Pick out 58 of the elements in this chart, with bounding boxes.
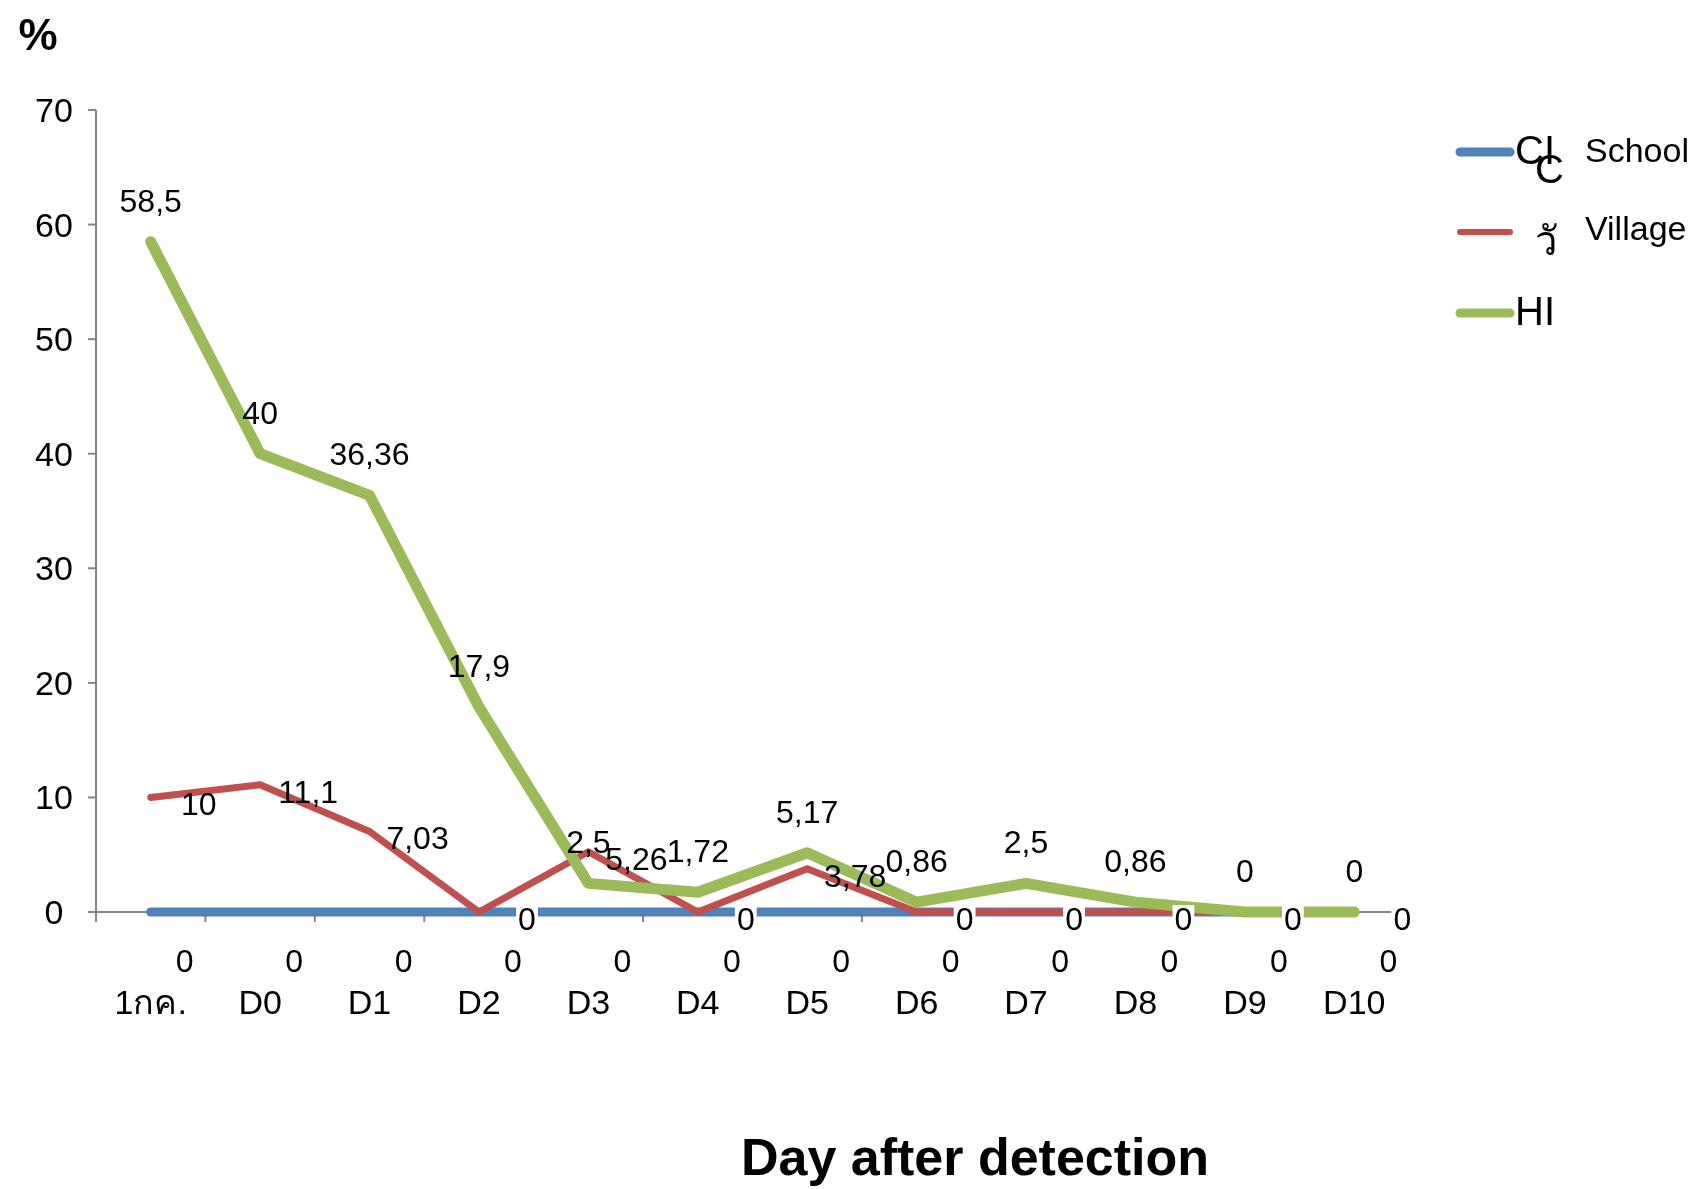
data-label: 0 xyxy=(1393,901,1412,937)
data-label: 0 xyxy=(1065,901,1083,937)
x-tick-label: D0 xyxy=(238,983,282,1021)
data-label: 0,86 xyxy=(1104,843,1167,880)
data-label: 0 xyxy=(175,943,194,979)
data-label: 1,72 xyxy=(666,833,729,870)
x-tick-label: D2 xyxy=(457,983,501,1021)
y-tick-label: 10 xyxy=(35,778,73,817)
x-tick-label: D6 xyxy=(894,983,939,1021)
data-label: 5,17 xyxy=(776,793,839,830)
y-tick-label: 30 xyxy=(35,549,73,588)
y-tick-label: 0 xyxy=(44,893,64,931)
data-label: 3,78 xyxy=(824,857,887,894)
data-label: 0 xyxy=(518,901,536,937)
x-axis-title: Day after detection xyxy=(740,1128,1210,1186)
data-label: 0 xyxy=(394,943,413,979)
data-label: 10 xyxy=(180,786,217,823)
data-label: 0 xyxy=(1235,853,1254,889)
y-tick-label: 50 xyxy=(35,320,73,359)
data-label: 58,5 xyxy=(119,182,182,219)
data-label: 0 xyxy=(1345,853,1364,889)
data-label: 0 xyxy=(1051,943,1069,979)
x-tick-label: D1 xyxy=(347,983,392,1021)
x-tick-label: D9 xyxy=(1223,983,1267,1021)
data-label: 2,5 xyxy=(1003,824,1049,861)
x-tick-label: D7 xyxy=(1004,983,1048,1021)
data-label: 0 xyxy=(832,943,851,979)
x-tick-label: D3 xyxy=(566,983,611,1021)
data-label: 0 xyxy=(1379,943,1398,979)
data-label: 0 xyxy=(285,943,304,979)
x-tick-label: D8 xyxy=(1113,983,1158,1021)
data-label: 0 xyxy=(1160,943,1179,979)
y-tick-label: 20 xyxy=(35,663,73,702)
data-label: 0 xyxy=(736,901,755,937)
text: School xyxy=(1585,131,1689,169)
x-tick-label: D10 xyxy=(1323,983,1386,1021)
data-label: 40 xyxy=(242,394,278,431)
data-label: 7,03 xyxy=(386,820,449,857)
data-label: 0,86 xyxy=(885,843,948,880)
data-label: 0 xyxy=(1283,901,1302,937)
legend-label: HI xyxy=(1515,289,1555,333)
data-label: 0 xyxy=(1269,943,1288,979)
y-tick-label: 40 xyxy=(35,434,73,473)
data-label: 0 xyxy=(955,901,974,937)
y-tick-label: 60 xyxy=(35,205,73,244)
data-label: 0 xyxy=(504,943,522,979)
data-label: 0 xyxy=(941,943,960,979)
x-tick-label: 1กค. xyxy=(114,983,187,1021)
data-label: 11,1 xyxy=(278,773,339,810)
x-tick-label: D4 xyxy=(676,983,720,1021)
x-tick-label: D5 xyxy=(785,983,829,1021)
text: Village xyxy=(1585,209,1687,247)
y-tick-label: 70 xyxy=(35,91,73,129)
data-label: 36,36 xyxy=(329,436,410,473)
data-label: 0 xyxy=(722,943,741,979)
y-axis-title: % xyxy=(18,10,58,59)
data-label: 0 xyxy=(1174,901,1193,937)
data-label: 0 xyxy=(613,943,632,979)
